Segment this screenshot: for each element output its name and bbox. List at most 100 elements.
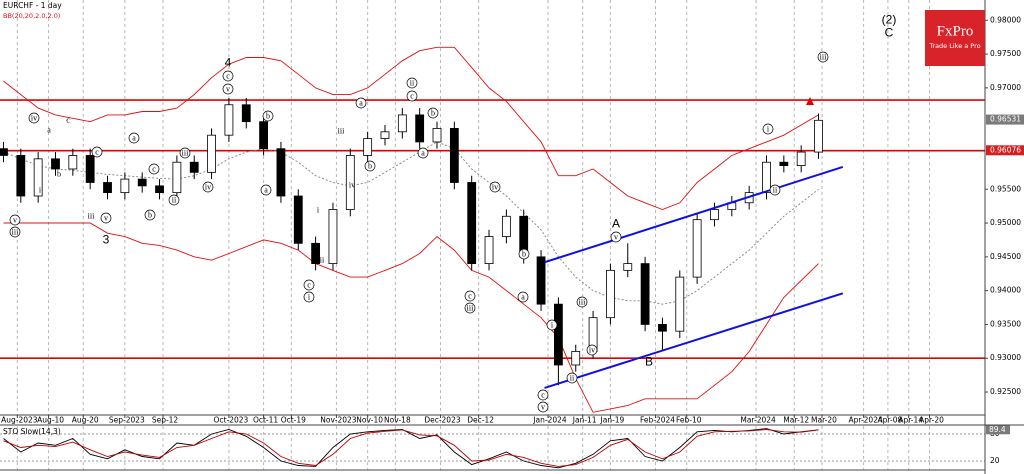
x-tick-label: Oct-2023 — [214, 416, 249, 425]
wave-circle — [222, 83, 234, 95]
x-tick-label: Aug-2023 — [1, 416, 38, 425]
wave-circle — [518, 248, 530, 260]
wave-circle — [222, 70, 234, 82]
indicator-title: STO Slow(14,3) — [3, 427, 61, 436]
wave-label: i — [39, 185, 42, 194]
wave-label: i — [767, 124, 770, 133]
y-tick-label: 0.95000 — [990, 218, 1021, 227]
candle-body — [380, 131, 390, 139]
wave-circle — [769, 184, 781, 196]
trend-line — [544, 292, 844, 389]
wave-circle — [260, 184, 272, 196]
wave-label: c — [468, 291, 472, 300]
wave-circle — [464, 302, 476, 314]
wave-circle — [566, 372, 578, 384]
wave-label: ii — [410, 78, 415, 87]
price-tag — [986, 114, 1024, 125]
wave-circle — [576, 296, 588, 308]
trend-line — [544, 165, 844, 264]
y-tick-label: 0.95500 — [990, 184, 1021, 193]
wave-label: v — [226, 84, 230, 93]
candle-body — [571, 351, 581, 366]
wave-label: v — [541, 402, 545, 411]
candle-body — [536, 256, 546, 305]
y-tick-label: 20 — [990, 456, 1000, 465]
candle-body — [172, 161, 182, 194]
wave-circle — [364, 160, 376, 172]
wave-label: v — [13, 215, 17, 224]
price-tag — [986, 425, 1010, 435]
wave-label: ii — [570, 373, 575, 382]
wave-label: c — [410, 91, 414, 100]
candle-body — [0, 148, 8, 156]
wave-circle — [489, 181, 501, 193]
wave-label: 4 — [225, 56, 232, 70]
wave-label: b — [522, 249, 526, 258]
wave-label: iii — [579, 297, 586, 306]
y-tick-label: 0.97000 — [990, 83, 1021, 92]
candle-body — [363, 138, 373, 156]
x-tick-label: Aug-10 — [37, 416, 64, 425]
wave-circle — [168, 194, 180, 206]
x-tick-label: Apr-08 — [878, 416, 903, 425]
candle-body — [85, 155, 95, 183]
candle-body — [762, 161, 771, 194]
candle-body — [51, 158, 60, 170]
candle-body — [137, 178, 147, 187]
candle-body — [120, 178, 130, 194]
y-tick-label: 0.93500 — [990, 319, 1021, 328]
wave-circle — [417, 147, 429, 159]
candle-body — [796, 151, 806, 166]
candle-body — [640, 263, 650, 325]
candle-body — [345, 155, 355, 210]
wave-circle — [303, 279, 315, 291]
x-tick-label: Dec-2023 — [424, 416, 461, 425]
candle-body — [224, 104, 234, 136]
bollinger-band — [3, 46, 819, 210]
wave-circle — [406, 90, 418, 102]
y-tick-label: 0.94500 — [990, 252, 1021, 261]
candle-body — [397, 114, 407, 133]
candle-body — [658, 324, 667, 332]
x-tick-label: Jan-2024 — [532, 416, 567, 425]
bollinger-band — [3, 222, 819, 413]
wave-label: a — [47, 125, 51, 134]
candle-body — [779, 161, 789, 166]
x-tick-label: Dec-12 — [467, 416, 494, 425]
wave-label: v — [614, 232, 618, 241]
x-tick-label: Apr-14 — [898, 416, 923, 425]
wave-circle — [817, 51, 829, 63]
wave-label: v — [104, 213, 108, 222]
wave-circle — [100, 212, 112, 224]
wave-circle — [202, 181, 214, 193]
wave-label: c — [95, 147, 99, 156]
candle-body — [276, 148, 286, 197]
wave-label: iv — [205, 182, 211, 191]
wave-label: a — [264, 185, 268, 194]
candle-body — [710, 209, 719, 221]
candle-body — [432, 128, 442, 143]
x-tick-label: Oct-11 — [253, 416, 278, 425]
wave-circle — [179, 147, 191, 159]
x-tick-label: Feb-10 — [676, 416, 702, 425]
x-tick-label: Mar-2024 — [740, 416, 776, 425]
stochastic-line — [3, 428, 819, 469]
wave-circle — [144, 209, 156, 221]
wave-label: b — [368, 161, 372, 170]
wave-circle — [406, 77, 418, 89]
candle-body — [415, 114, 425, 143]
x-tick-label: Mar-12 — [783, 416, 809, 425]
y-tick-label: 0.97500 — [990, 49, 1021, 58]
wave-circle — [464, 290, 476, 302]
logo-tagline: Trade Like a Pro — [928, 42, 980, 50]
candle-body — [553, 303, 563, 366]
logo: FxPro — [937, 23, 974, 39]
indicator-label: BB(20,20,2.0,2.0) — [3, 12, 60, 20]
candle-body — [623, 263, 633, 271]
bollinger-band — [3, 141, 819, 305]
candle-body — [68, 155, 78, 170]
x-tick-label: Jan-11 — [572, 416, 597, 425]
wave-label: ii — [773, 185, 778, 194]
